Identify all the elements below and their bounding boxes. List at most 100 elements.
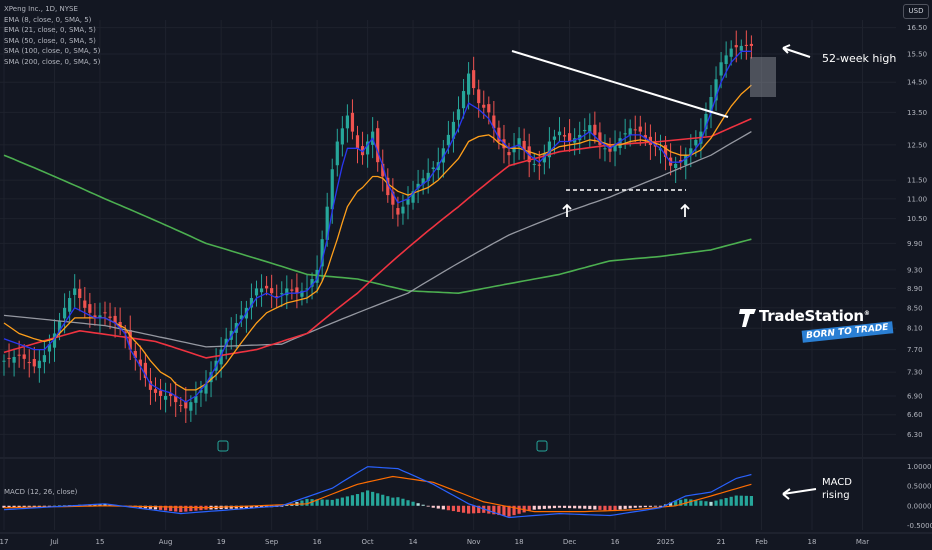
candle-body xyxy=(239,315,243,320)
macd-histogram-bar xyxy=(583,505,587,509)
macd-histogram-bar xyxy=(169,505,173,512)
price-tick-label: 9.90 xyxy=(907,240,923,248)
macd-histogram-bar xyxy=(12,505,16,508)
macd-histogram-bar xyxy=(259,505,264,508)
macd-histogram-bar xyxy=(648,505,652,507)
candle-body xyxy=(17,354,21,356)
candle-body xyxy=(527,146,531,163)
candle-body xyxy=(749,43,753,46)
time-tick-label: 15 xyxy=(95,538,104,546)
candle-body xyxy=(451,121,456,139)
price-tick-label: 8.90 xyxy=(907,285,923,293)
tradestation-logo: TradeStation® BORN TO TRADE xyxy=(739,305,894,351)
macd-histogram-bar xyxy=(562,505,567,508)
macd-histogram-bar xyxy=(391,497,395,506)
macd-histogram-bar xyxy=(669,502,673,506)
candle-body xyxy=(224,338,228,347)
macd-histogram-bar xyxy=(578,505,582,509)
macd-histogram-bar xyxy=(497,505,501,516)
candle-body xyxy=(295,287,299,294)
candle-body xyxy=(128,330,132,350)
time-tick-label: 16 xyxy=(313,538,322,546)
candle-body xyxy=(401,206,405,214)
candle-body xyxy=(522,140,526,151)
macd-histogram-bar xyxy=(371,491,375,506)
annotations: 52-week high MACD rising xyxy=(217,44,896,501)
sma100-line xyxy=(3,131,752,348)
macd-arrow-icon xyxy=(782,488,817,500)
macd-histogram-bar xyxy=(27,505,31,507)
legend-sma100[interactable]: SMA (100, close, 0, SMA, 5) xyxy=(4,47,101,55)
macd-legend[interactable]: MACD (12, 26, close) xyxy=(4,488,78,496)
macd-histogram-bar xyxy=(350,495,355,506)
macd-histogram-bar xyxy=(709,501,713,506)
candle-body xyxy=(275,296,279,299)
candle-body xyxy=(719,62,723,76)
candle-body xyxy=(47,344,52,352)
candle-body xyxy=(32,358,36,367)
macd-histogram-bar xyxy=(557,505,562,508)
highlight-box xyxy=(750,57,776,97)
candle-body xyxy=(305,288,309,290)
macd-histogram-bar xyxy=(416,503,420,506)
macd-histogram-bar xyxy=(340,497,344,506)
currency-button[interactable]: USD xyxy=(903,4,929,19)
price-tick-label: 11.50 xyxy=(907,177,927,185)
candle-body xyxy=(270,288,274,294)
legend-ema8[interactable]: EMA (8, close, 0, SMA, 5) xyxy=(4,15,92,24)
macd-histogram-bar xyxy=(593,505,597,510)
candle-body xyxy=(320,239,324,267)
earnings-marker-icon xyxy=(217,440,229,452)
macd-histogram-bar xyxy=(613,505,617,511)
macd-histogram-bar xyxy=(598,505,602,510)
symbol-title[interactable]: XPeng Inc., 1D, NYSE xyxy=(4,5,78,13)
candle-body xyxy=(593,124,597,135)
candle-body xyxy=(557,131,562,136)
macd-histogram-bar xyxy=(729,496,733,506)
candle-body xyxy=(547,141,551,158)
macd-histogram-bar xyxy=(189,505,193,512)
macd-histogram-bar xyxy=(335,498,339,506)
macd-histogram-bar xyxy=(638,505,642,508)
candle-body xyxy=(280,293,284,295)
macd-histogram-bar xyxy=(734,495,738,506)
candle-body xyxy=(472,70,476,89)
legend-ema21[interactable]: EMA (21, close, 0, SMA, 5) xyxy=(4,26,96,34)
macd-histogram-bar xyxy=(633,505,637,508)
price-tick-label: 6.90 xyxy=(907,392,923,400)
macd-histogram-bar xyxy=(467,505,471,514)
macd-histogram-bar xyxy=(537,505,541,510)
candle-body xyxy=(532,163,536,165)
macd-histogram-bar xyxy=(426,505,430,507)
earnings-marker-icon xyxy=(536,440,548,452)
time-tick-label: 18 xyxy=(515,538,524,546)
macd-histogram-bar xyxy=(744,495,748,506)
candle-body xyxy=(153,389,158,393)
tradestation-mark-icon xyxy=(739,309,756,327)
sma200-line xyxy=(3,154,752,294)
candle-body xyxy=(689,148,693,156)
candle-body xyxy=(679,160,683,163)
macd-histogram-bar xyxy=(684,498,688,506)
candle-body xyxy=(487,104,491,113)
legend-sma50[interactable]: SMA (50, close, 0, SMA, 5) xyxy=(4,36,96,45)
candle-body xyxy=(52,333,57,348)
candle-body xyxy=(68,298,72,312)
candle-body xyxy=(568,133,572,142)
macd-histogram-bar xyxy=(184,505,188,512)
candle-body xyxy=(497,127,501,142)
macd-histogram-bar xyxy=(441,505,445,510)
macd-histogram-bar xyxy=(47,505,52,507)
candle-body xyxy=(512,146,516,153)
macd-line xyxy=(3,466,752,519)
price-tick-label: 8.50 xyxy=(907,304,923,312)
candle-body xyxy=(588,125,592,134)
macd-histogram-bar xyxy=(679,499,683,506)
legend-sma200[interactable]: SMA (200, close, 0, SMA, 5) xyxy=(4,57,101,66)
macd-histogram-bar xyxy=(749,496,753,506)
candle-body xyxy=(411,191,415,203)
macd-histogram-bar xyxy=(401,498,405,506)
high-arrow-icon xyxy=(782,44,811,58)
macd-histogram-bar xyxy=(532,505,536,510)
